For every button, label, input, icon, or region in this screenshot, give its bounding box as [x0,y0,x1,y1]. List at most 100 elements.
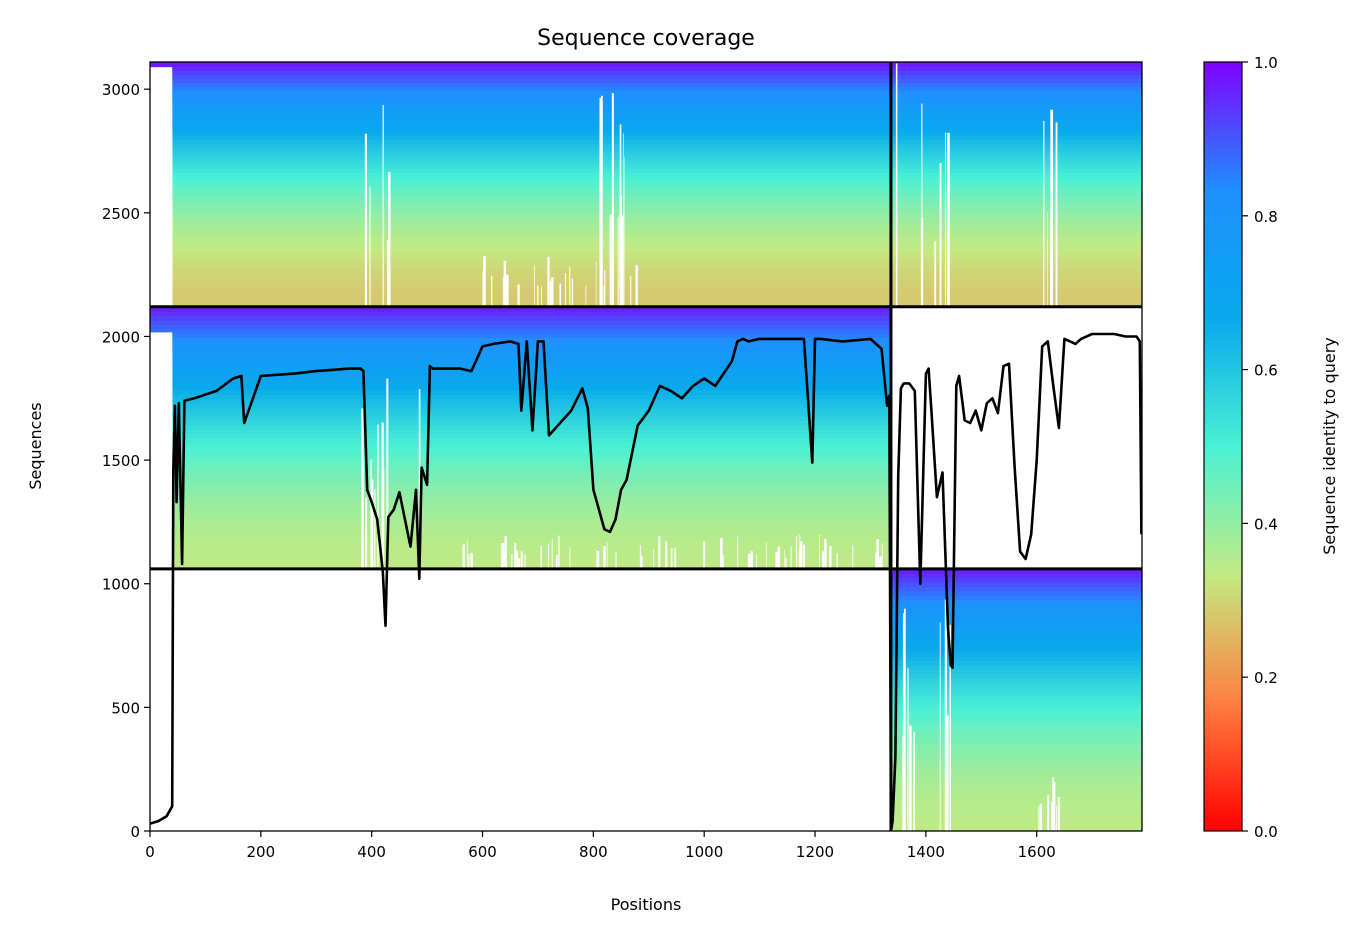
gap-column [364,133,367,307]
heatmap-band [150,184,891,190]
heatmap-block [890,62,1142,308]
heatmap-band [890,229,1142,234]
heatmap-band [150,512,891,518]
gap-column [517,558,521,569]
gap-column [374,489,376,569]
x-tick-label: 1200 [796,843,834,861]
gap-column [907,668,909,831]
heatmap-band [150,62,891,67]
heatmap-band [890,143,1142,149]
heatmap-band [890,695,1142,701]
heatmap-band [150,74,891,79]
heatmap-band [890,708,1142,714]
heatmap-band [890,155,1142,161]
gap-column [934,241,937,307]
heatmap-band [890,577,1142,583]
x-tick-label: 0 [145,843,155,861]
heatmap-band [150,464,891,470]
heatmap-band [890,233,1142,239]
heatmap-band [890,261,1142,267]
heatmap-band [150,159,891,165]
y-tick-label: 1000 [102,576,140,594]
gap-column [949,624,952,831]
heatmap-band [890,665,1142,670]
heatmap-band [150,261,891,267]
heatmap-band [890,225,1142,230]
gap-column [382,105,384,307]
heatmap-band [150,529,891,535]
heatmap-block [890,568,1142,831]
heatmap-band [890,778,1142,784]
gap-column [490,275,493,307]
gap-column [939,163,942,307]
gap-column [750,551,753,569]
heatmap-band [890,257,1142,263]
heatmap-band [890,82,1142,88]
gap-column [540,546,542,569]
heatmap-band [890,200,1142,206]
heatmap-band [150,424,891,430]
heatmap-band [890,774,1142,780]
heatmap-band [150,354,891,360]
gap-column [516,550,518,569]
heatmap-band [890,151,1142,157]
gap-column [551,539,553,569]
gap-column [879,556,882,569]
heatmap-band [890,686,1142,692]
heatmap-band [890,70,1142,75]
heatmap-band [890,62,1142,67]
heatmap-band [150,200,891,206]
gap-column [777,546,781,569]
y-tick-label: 500 [111,699,140,717]
gap-column [597,551,600,569]
heatmap-band [890,176,1142,181]
heatmap-band [150,346,891,352]
gap-column [386,378,389,569]
heatmap-band [890,809,1142,815]
gap-column [387,240,389,307]
heatmap-band [150,555,891,561]
heatmap-band [150,131,891,137]
heatmap-band [890,782,1142,788]
heatmap-band [150,225,891,230]
gap-column [784,550,785,569]
gap-column [1053,781,1056,831]
y-tick-label: 3000 [102,81,140,99]
gap-column [836,553,838,569]
gap-column [612,204,614,307]
y-tick-label: 2000 [102,328,140,346]
gap-column [383,469,385,569]
heatmap-band [890,595,1142,601]
heatmap-band [150,459,891,465]
heatmap-band [150,143,891,149]
heatmap-band [890,573,1142,579]
heatmap-band [890,172,1142,177]
heatmap-band [150,450,891,456]
heatmap-band [890,765,1142,771]
gap-column [722,555,724,569]
heatmap-band [890,813,1142,819]
y-tick-label: 2500 [102,205,140,223]
gap-column [875,552,878,569]
gap-column [585,285,587,307]
gap-column [1056,805,1058,831]
heatmap-band [150,229,891,234]
heatmap-band [890,106,1142,112]
heatmap-band [150,221,891,226]
gap-column [603,546,606,569]
gap-column [609,214,612,307]
gap-column [551,277,554,307]
gap-column [798,551,801,569]
heatmap-band [150,127,891,132]
heatmap-band [890,682,1142,688]
gap-column [541,286,543,307]
gap-column [503,260,507,307]
gap-column [571,278,574,307]
gap-column [365,497,368,569]
heatmap-band [150,257,891,263]
gap-column [462,544,465,569]
coverage-line [150,332,1142,831]
heatmap-band [150,560,891,566]
heatmap-band [150,204,891,210]
